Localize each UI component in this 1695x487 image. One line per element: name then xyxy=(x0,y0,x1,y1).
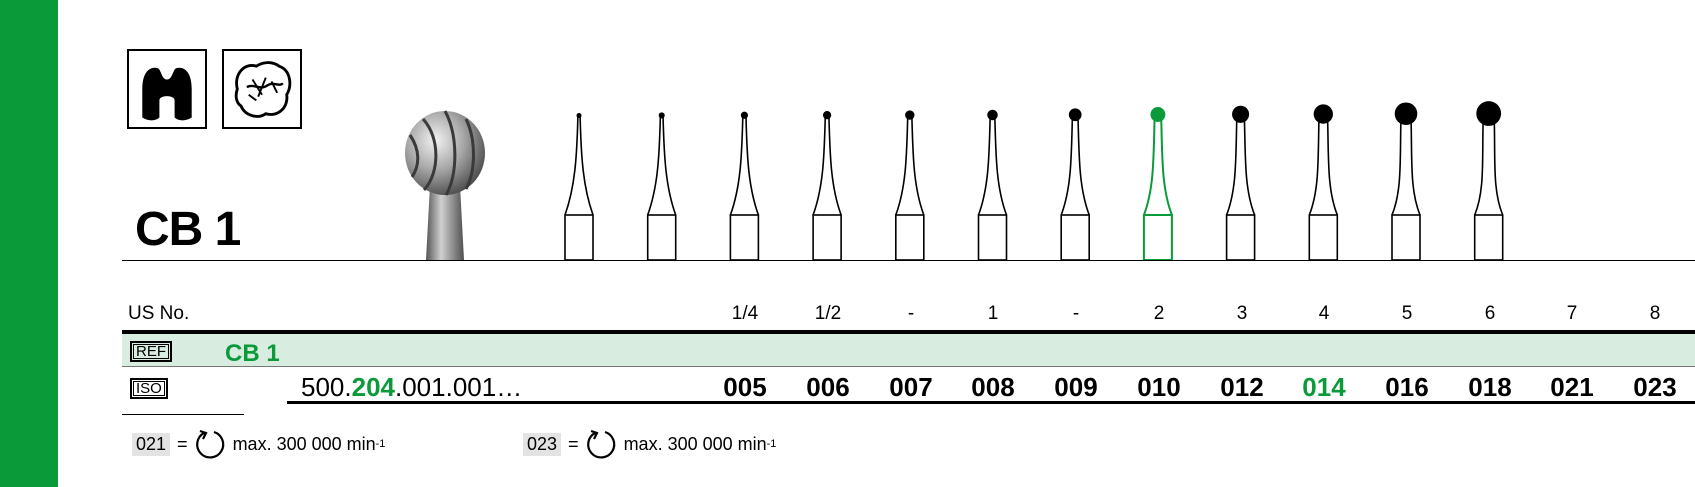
bur-drawing xyxy=(1308,104,1339,261)
tooth-occlusal-icon xyxy=(222,49,302,129)
bur-photo xyxy=(405,110,485,260)
speed-note: 023 = max. 300 000 min -1 xyxy=(523,428,776,460)
iso-size: 018 xyxy=(1468,372,1512,402)
us-no-value: - xyxy=(1072,303,1080,324)
row-separator xyxy=(122,366,1695,367)
us-no-label: US No. xyxy=(128,303,190,324)
bur-drawing xyxy=(564,113,594,261)
us-no-value: 6 xyxy=(1484,303,1496,324)
bur-drawing xyxy=(812,111,842,261)
iso-tag: ISO xyxy=(130,378,168,399)
table-top-rule xyxy=(122,330,1695,334)
us-no-value: 1/2 xyxy=(814,303,842,324)
iso-size: 006 xyxy=(806,372,850,402)
crown-icon xyxy=(127,49,207,129)
bur-drawing xyxy=(729,111,760,261)
iso-size: 023 xyxy=(1633,372,1677,402)
us-no-value: 8 xyxy=(1649,303,1661,324)
bur-drawing xyxy=(1225,105,1256,261)
iso-size: 016 xyxy=(1385,372,1429,402)
iso-number-highlight: 204 xyxy=(351,372,395,402)
ref-code: CB 1 xyxy=(225,340,280,367)
bur-drawing xyxy=(1473,101,1504,261)
ref-tag: REF xyxy=(130,341,172,362)
bur-drawing xyxy=(1060,108,1090,261)
note-code: 021 xyxy=(132,432,171,456)
note-text: max. 300 000 min xyxy=(623,433,767,454)
bur-drawing xyxy=(894,110,925,261)
iso-size: 008 xyxy=(971,372,1015,402)
iso-size: 010 xyxy=(1137,372,1181,402)
iso-size: 005 xyxy=(723,372,767,402)
bur-drawing xyxy=(1142,107,1173,261)
rotation-icon xyxy=(586,429,615,459)
bur-drawing xyxy=(977,109,1008,261)
green-side-bar xyxy=(0,0,58,487)
iso-number-prefix: 500. xyxy=(301,372,352,402)
baseline-rule xyxy=(122,260,1695,261)
us-no-value: 4 xyxy=(1318,303,1330,324)
table-bottom-rule xyxy=(287,401,1695,404)
us-no-value: 7 xyxy=(1566,303,1578,324)
note-sup: -1 xyxy=(375,438,386,450)
us-no-value: 1 xyxy=(987,303,999,324)
bur-illustrations xyxy=(405,101,1504,261)
iso-size: 009 xyxy=(1054,372,1098,402)
note-sup: -1 xyxy=(766,438,777,450)
bur-drawing xyxy=(646,112,677,261)
iso-size: 021 xyxy=(1550,372,1594,402)
us-no-value: - xyxy=(907,303,915,324)
bur-drawing xyxy=(1391,102,1421,261)
speed-note: 021 = max. 300 000 min -1 xyxy=(132,428,385,460)
us-no-value: 2 xyxy=(1153,303,1165,324)
us-no-value: 5 xyxy=(1401,303,1413,324)
ref-row xyxy=(122,334,1695,366)
rotation-icon xyxy=(195,429,224,459)
iso-size: 012 xyxy=(1220,372,1264,402)
note-equals: = xyxy=(568,433,579,454)
us-no-value: 3 xyxy=(1236,303,1248,324)
iso-size-highlighted: 014 xyxy=(1302,372,1346,402)
iso-number-suffix: .001.001… xyxy=(395,372,523,402)
note-equals: = xyxy=(177,433,188,454)
iso-number: 500.204.001.001… xyxy=(301,372,522,403)
table-bottom-rule-left xyxy=(122,414,244,415)
iso-size: 007 xyxy=(889,372,933,402)
note-code: 023 xyxy=(523,432,562,456)
us-no-value: 1/4 xyxy=(731,303,759,324)
note-text: max. 300 000 min xyxy=(232,433,376,454)
page-title: CB 1 xyxy=(135,203,241,256)
